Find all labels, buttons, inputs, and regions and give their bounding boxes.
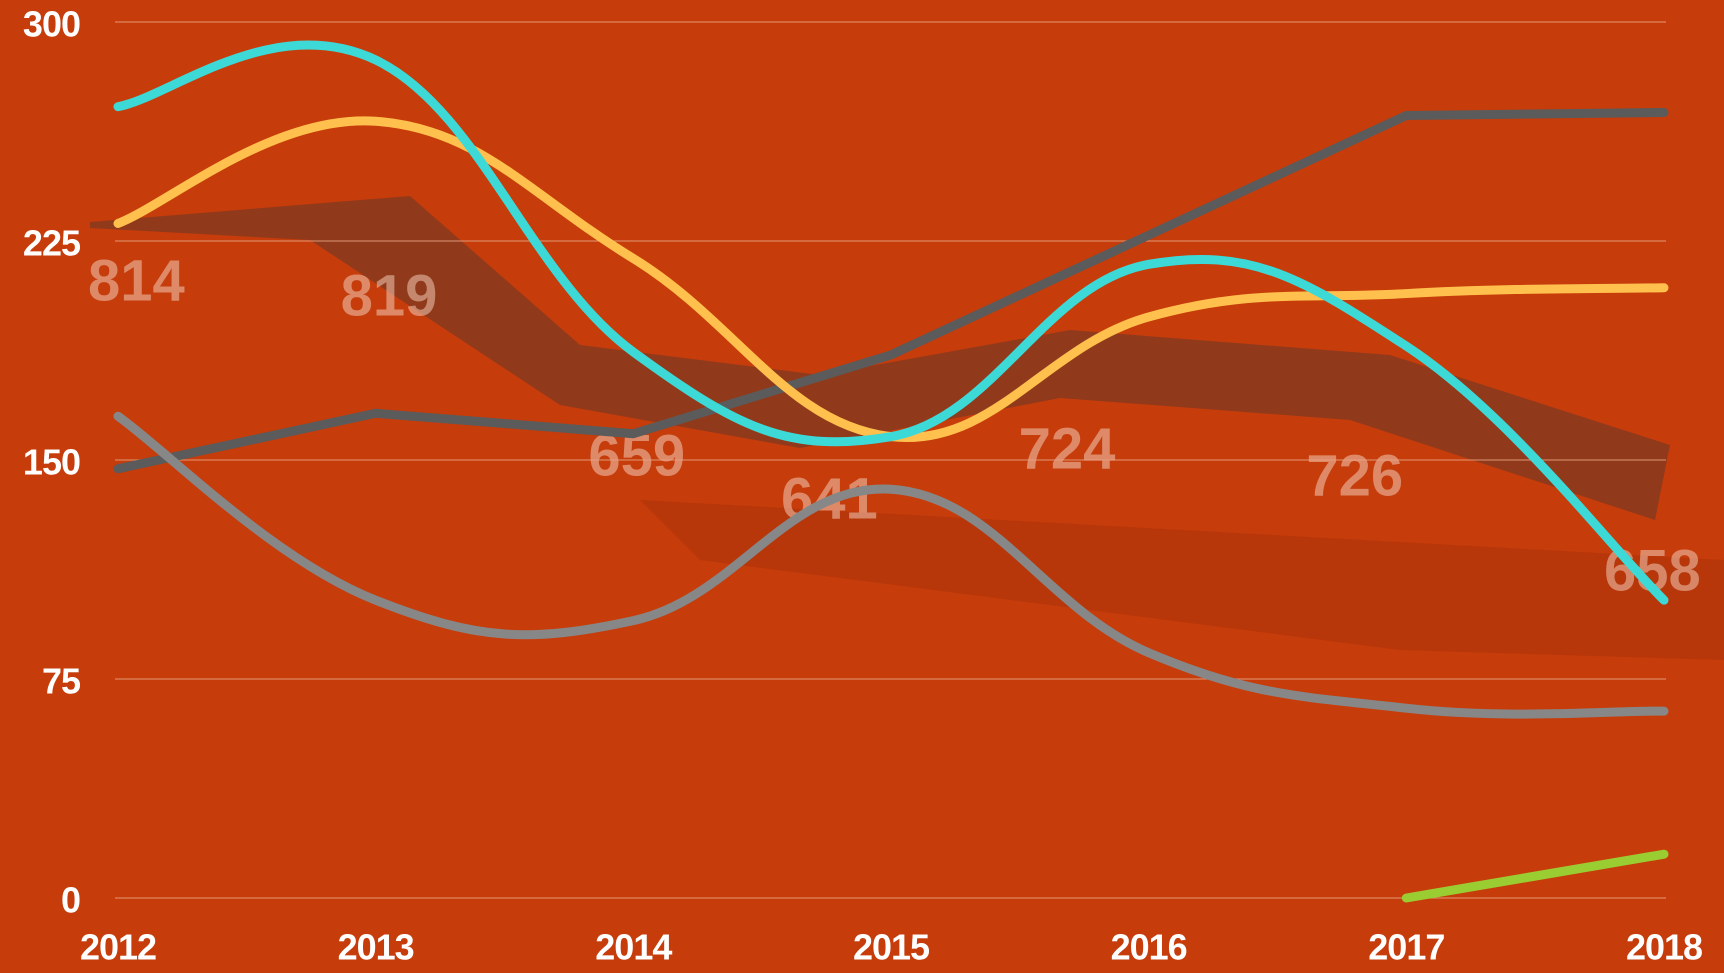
x-tick-label: 2013 [338, 927, 414, 968]
page: 8148196596417247266580751502253002012201… [0, 0, 1724, 973]
background-number: 819 [341, 263, 438, 328]
background-number: 726 [1306, 443, 1403, 508]
x-tick-label: 2014 [595, 927, 672, 968]
x-tick-label: 2017 [1368, 927, 1444, 968]
background-number: 724 [1019, 416, 1116, 481]
y-tick-label: 225 [23, 223, 81, 264]
background-number: 814 [88, 248, 185, 313]
y-tick-label: 0 [61, 880, 80, 921]
y-tick-label: 75 [42, 661, 81, 702]
x-tick-label: 2016 [1111, 927, 1187, 968]
x-tick-label: 2018 [1626, 927, 1702, 968]
x-tick-label: 2015 [853, 927, 930, 968]
y-tick-label: 150 [23, 442, 80, 483]
x-tick-label: 2012 [80, 927, 156, 968]
chart: 8148196596417247266580751502253002012201… [0, 0, 1724, 973]
y-tick-label: 300 [23, 4, 80, 45]
